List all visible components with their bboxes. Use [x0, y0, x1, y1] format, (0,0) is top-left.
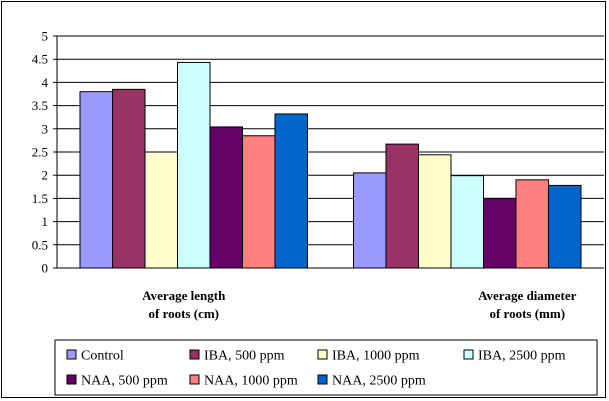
- y-tick-label: 1: [42, 214, 49, 229]
- y-tick-label: 2.5: [32, 145, 48, 160]
- bar: [209, 126, 243, 269]
- legend-swatch: [66, 374, 77, 385]
- legend-swatch: [189, 349, 200, 360]
- y-tick-label: 2: [42, 168, 49, 183]
- legend-swatch: [317, 374, 328, 385]
- legend-label: NAA, 2500 ppm: [332, 374, 426, 389]
- bar: [112, 88, 146, 269]
- legend: Control IBA, 500 ppm IBA, 1000 ppm IBA, 250…: [54, 339, 598, 396]
- legend-box: [54, 339, 598, 396]
- y-tick-label: 3.5: [32, 98, 48, 113]
- y-tick-label: 4.5: [32, 52, 48, 67]
- legend-label: IBA, 2500 ppm: [478, 349, 566, 364]
- category-label: of roots (mm): [489, 306, 565, 321]
- legend-label: NAA, 1000 ppm: [204, 374, 298, 389]
- bar: [548, 184, 582, 269]
- y-tick-label: 0.5: [32, 237, 48, 252]
- legend-swatch: [463, 349, 474, 360]
- bar: [385, 143, 419, 269]
- legend-swatch: [317, 349, 328, 360]
- bar: [515, 179, 549, 269]
- category-label: Average diameter: [478, 288, 577, 303]
- y-tick-label: 3: [42, 121, 49, 136]
- y-tick-label: 1.5: [32, 191, 48, 206]
- bar: [274, 113, 308, 269]
- y-tick-label: 0: [42, 261, 49, 276]
- bars: [79, 61, 582, 269]
- legend-label: IBA, 500 ppm: [204, 349, 285, 364]
- y-tick-label: 5: [42, 29, 49, 44]
- legend-swatch: [189, 374, 200, 385]
- category-label: of roots (cm): [148, 306, 219, 321]
- bar: [144, 151, 178, 269]
- category-label: Average length: [142, 288, 226, 303]
- legend-label: Control: [81, 349, 124, 364]
- legend-label: IBA, 1000 ppm: [332, 349, 420, 364]
- bar: [418, 154, 452, 269]
- bar: [177, 61, 211, 269]
- legend-label: NAA, 500 ppm: [81, 374, 168, 389]
- bar: [483, 197, 517, 269]
- axes: 0 0.5 1 1.5 2 2.5 3 3.5 4 4.5 5 Average length of ro…: [32, 29, 604, 321]
- bar: [353, 172, 387, 269]
- bar: [242, 135, 276, 269]
- y-tick-label: 4: [42, 75, 49, 90]
- bar: [450, 175, 484, 269]
- legend-swatch: [66, 349, 77, 360]
- bar: [79, 91, 113, 269]
